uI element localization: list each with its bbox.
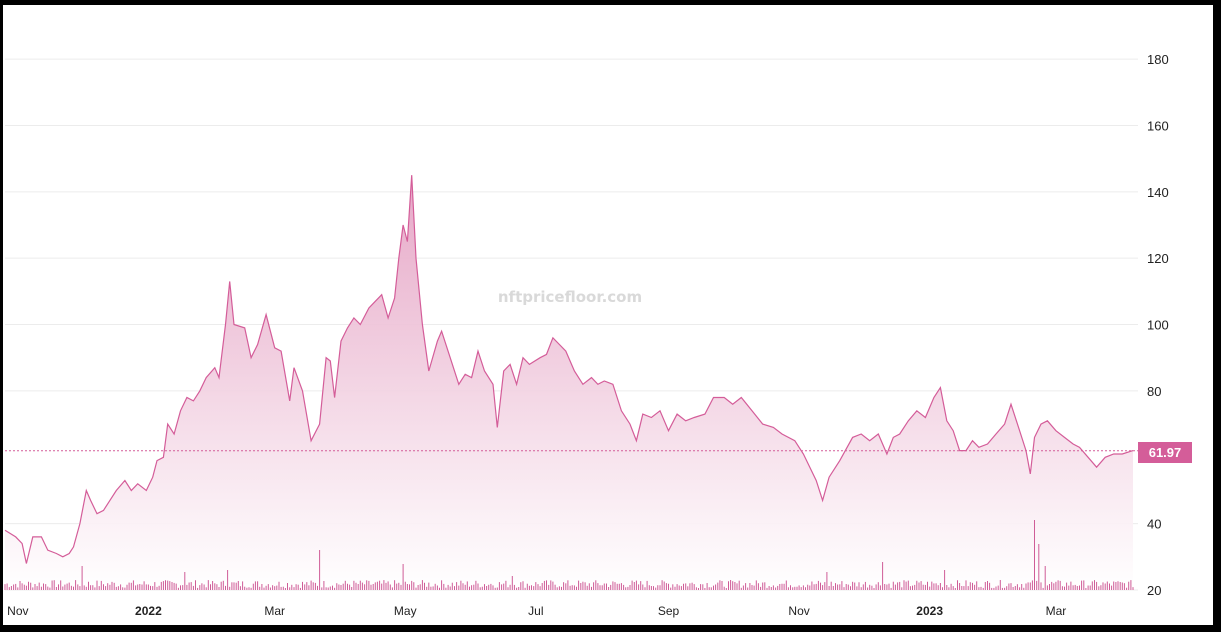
watermark-text: nftpricefloor.com <box>498 288 642 306</box>
x-axis: Nov 2022 Mar May Jul Sep Nov 2023 Mar <box>7 604 1066 618</box>
y-tick-label: 160 <box>1147 118 1169 133</box>
y-tick-label: 20 <box>1147 583 1161 598</box>
volume-bars <box>4 520 1134 590</box>
x-tick-label: Sep <box>658 604 680 618</box>
y-tick-label: 140 <box>1147 185 1169 200</box>
price-area-fill <box>5 175 1133 590</box>
frame-bottom-border <box>0 625 1221 632</box>
x-tick-label: 2023 <box>916 604 943 618</box>
price-line <box>4 175 1134 564</box>
frame-left-border <box>0 0 3 632</box>
x-tick-label: 2022 <box>135 604 162 618</box>
x-tick-label: Mar <box>1046 604 1067 618</box>
x-tick-label: Nov <box>788 604 809 618</box>
frame-right-border <box>1213 0 1221 632</box>
current-price-label: 61.97 <box>1149 445 1182 460</box>
frame-top-border <box>0 0 1221 5</box>
y-tick-label: 180 <box>1147 52 1169 67</box>
y-tick-label: 80 <box>1147 384 1161 399</box>
x-tick-label: Nov <box>7 604 28 618</box>
x-tick-label: Jul <box>528 604 543 618</box>
x-tick-label: Mar <box>264 604 285 618</box>
y-tick-label: 100 <box>1147 318 1169 333</box>
y-tick-label: 120 <box>1147 251 1169 266</box>
x-tick-label: May <box>394 604 417 618</box>
y-axis: 20 40 80 100 120 140 160 180 <box>1147 52 1169 598</box>
current-price-badge: 61.97 <box>1138 442 1192 463</box>
y-tick-label: 40 <box>1147 517 1161 532</box>
